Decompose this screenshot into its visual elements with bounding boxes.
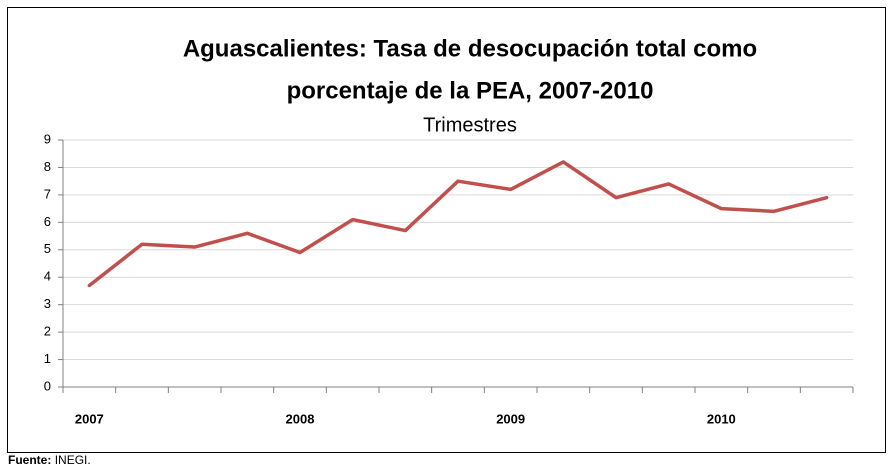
y-tick-label: 5: [44, 241, 51, 256]
x-tick-label: 2008: [286, 411, 315, 426]
source-label: Fuente:: [8, 453, 51, 467]
chart-subtitle: Trimestres: [423, 114, 517, 136]
y-tick-label: 1: [44, 351, 51, 366]
y-tick-label: 8: [44, 159, 51, 174]
x-tick-label: 2009: [496, 411, 525, 426]
x-tick-label: 2007: [75, 411, 104, 426]
y-tick-label: 7: [44, 186, 51, 201]
y-tick-label: 4: [44, 269, 51, 284]
source-text: INEGI.: [55, 453, 91, 467]
y-tick-label: 3: [44, 296, 51, 311]
chart-frame: [7, 7, 886, 453]
y-tick-label: 9: [44, 131, 51, 146]
line-series: [87, 160, 829, 288]
x-tick-label: 2010: [707, 411, 736, 426]
y-tick-label: 2: [44, 324, 51, 339]
source: Fuente: INEGI.: [8, 453, 91, 467]
y-tick-label: 6: [44, 214, 51, 229]
y-tick-label: 0: [44, 378, 51, 393]
chart-title: Aguascalientes: Tasa de desocupación tot…: [183, 35, 757, 62]
chart-title: porcentaje de la PEA, 2007-2010: [287, 77, 654, 104]
